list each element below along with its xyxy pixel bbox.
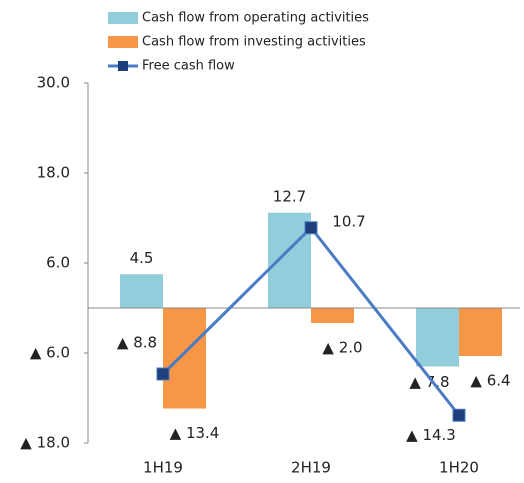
marker [452,408,466,422]
legend-label: Cash flow from investing activities [142,35,366,50]
y-tick-label: 18.0 [37,164,70,182]
data-label: 12.7 [273,187,306,205]
x-tick-label: 1H20 [439,459,479,477]
y-tick-label: ▲ 18.0 [20,434,70,452]
legend-label: Cash flow from operating activities [142,11,369,26]
data-label: ▲ 6.4 [470,372,510,390]
data-label: ▲ 7.8 [409,373,449,391]
data-label: ▲ 13.4 [170,424,220,442]
legend-label: Free cash flow [142,59,235,74]
y-tick-label: 30.0 [37,74,70,92]
bar [163,308,206,409]
data-label: 4.5 [130,249,154,267]
legend-swatch [108,12,138,24]
bar [120,274,163,308]
marker [156,367,170,381]
bar [459,308,502,356]
x-tick-label: 2H19 [291,459,331,477]
legend: Cash flow from operating activities Cash … [108,11,369,74]
marker [304,221,318,235]
bar [268,212,311,308]
x-tick-label: 1H19 [143,459,183,477]
bar [416,308,459,367]
y-tick-label: 6.0 [46,254,70,272]
data-label: 10.7 [332,212,365,230]
data-label: ▲ 8.8 [117,334,157,352]
legend-marker [118,61,128,71]
y-tick-label: ▲ 6.0 [30,344,70,362]
bar [311,308,354,323]
data-label: ▲ 14.3 [406,426,456,444]
legend-swatch [108,36,138,48]
data-label: ▲ 2.0 [322,339,362,357]
